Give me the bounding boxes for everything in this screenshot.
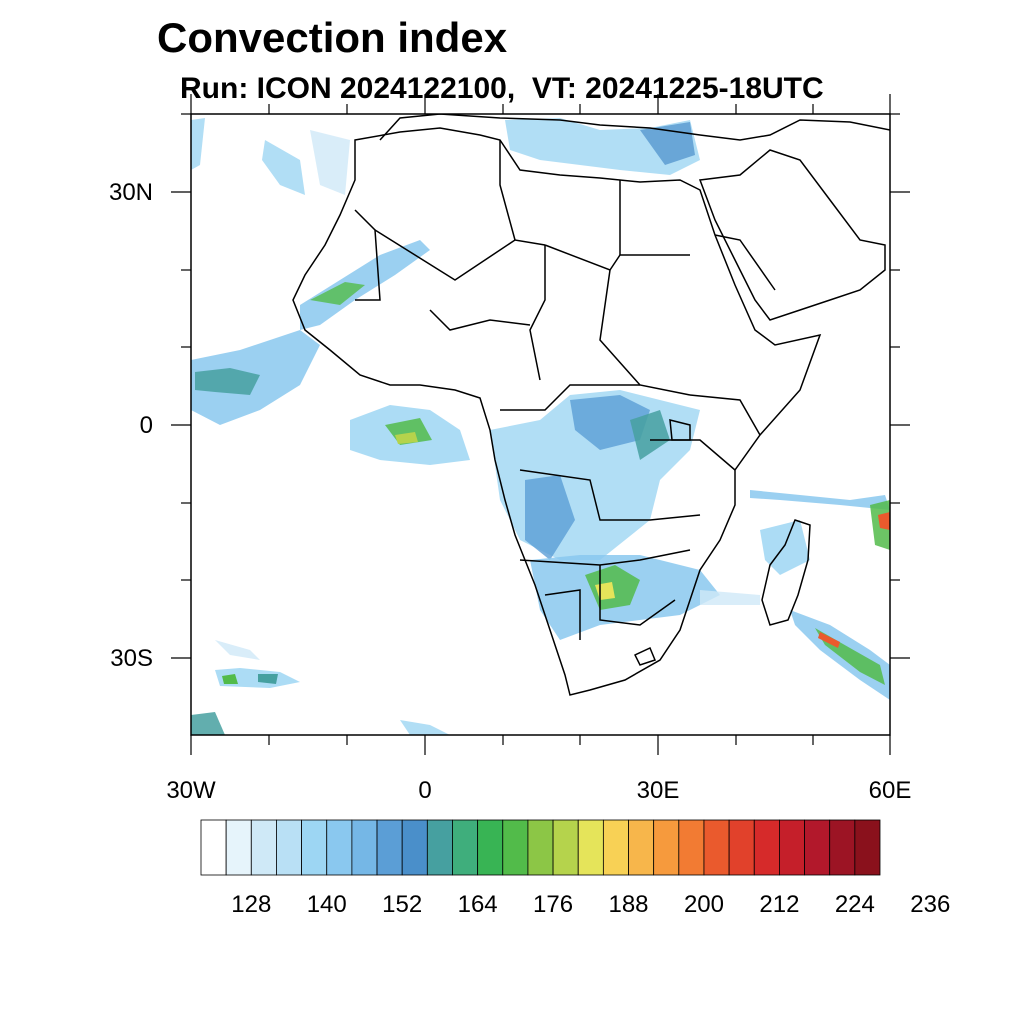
colorbar-label: 200 [684,891,724,918]
colorbar-swatch [502,819,529,876]
convection-area [222,674,238,684]
country-border [689,394,761,436]
colorbar-swatch [804,819,831,876]
colorbar-swatch [703,819,730,876]
colorbar-swatch [753,819,780,876]
colorbar-swatch [225,819,252,876]
colorbar-swatch [276,819,302,876]
arabia-coastline [698,149,886,321]
colorbar-label: 236 [910,891,950,918]
madagascar-coastline [761,519,811,626]
convection-area [525,475,575,560]
convection-area [258,674,278,684]
convection-area [750,490,890,510]
colorbar-label: 128 [231,891,271,918]
colorbar-swatch [426,819,453,876]
lat-label-30s: 30S [110,645,153,672]
axis-ticks [171,94,910,755]
colorbar-label: 212 [759,891,799,918]
convection-area [818,632,840,648]
country-border [599,269,691,396]
colorbar-swatch [779,819,805,876]
colorbar-swatch [326,819,353,876]
colorbar-swatch [602,819,629,876]
country-border [599,565,676,626]
colorbar-swatch [854,819,881,876]
lon-label-30e: 30E [637,777,680,804]
coastlines [292,114,890,696]
convection-area [191,712,225,735]
convection-area [262,140,305,195]
country-border [714,234,776,291]
convection-area [700,590,760,605]
country-border [519,549,691,566]
lon-label-30w: 30W [166,777,216,804]
convection-area [400,720,450,735]
colorbar-label: 152 [382,891,422,918]
colorbar-swatch [250,819,277,876]
chart-subtitle: Run: ICON 2024122100, VT: 20241225-18UTC [180,72,824,105]
colorbar-swatch [829,819,856,876]
colorbar-label: 164 [458,891,498,918]
colorbar-swatch [577,819,604,876]
country-border [499,140,516,241]
convection-area [630,410,670,460]
convection-area [395,432,418,444]
country-border [500,384,640,411]
lake-border [669,419,691,441]
lat-label-30n: 30N [109,179,153,206]
colorbar [200,819,881,876]
colorbar-swatch [200,819,227,876]
country-border [374,229,546,281]
country-border [519,469,701,521]
country-border [650,439,736,471]
colorbar-swatch [376,819,403,876]
colorbar-swatch [401,819,428,876]
colorbar-label: 224 [835,891,875,918]
convection-area [310,130,350,195]
convection-area [570,395,650,450]
colorbar-swatch [452,819,479,876]
colorbar-swatch [351,819,378,876]
colorbar-label: 140 [307,891,347,918]
lat-label-0: 0 [140,412,153,439]
colorbar-swatch [552,819,579,876]
colorbar-swatch [653,819,680,876]
colorbar-swatch [477,819,504,876]
country-border [544,244,690,271]
lon-label-0: 0 [418,777,431,804]
colorbar-swatch [527,819,554,876]
europe-coastline [379,114,890,141]
convection-field [191,118,890,735]
colorbar-label: 176 [533,891,573,918]
lesotho-border [633,646,657,666]
country-border [429,309,531,331]
country-border [544,589,581,640]
colorbar-labels: 128 140 152 164 176 188 200 212 224 236 [231,891,950,918]
colorbar-swatch [301,819,328,876]
convection-area [215,640,260,660]
lon-label-60e: 60E [869,777,912,804]
country-border [354,209,381,301]
country-border [529,245,546,381]
chart-title: Convection index [157,14,508,61]
colorbar-swatch [628,819,655,876]
convection-area [195,368,260,395]
convection-area [760,520,810,575]
colorbar-label: 188 [608,891,648,918]
colorbar-swatch [678,819,705,876]
convection-area [310,282,365,305]
africa-coastline [292,127,822,696]
convection-area [878,512,890,530]
colorbar-swatch [728,819,755,876]
convection-area [191,118,205,170]
